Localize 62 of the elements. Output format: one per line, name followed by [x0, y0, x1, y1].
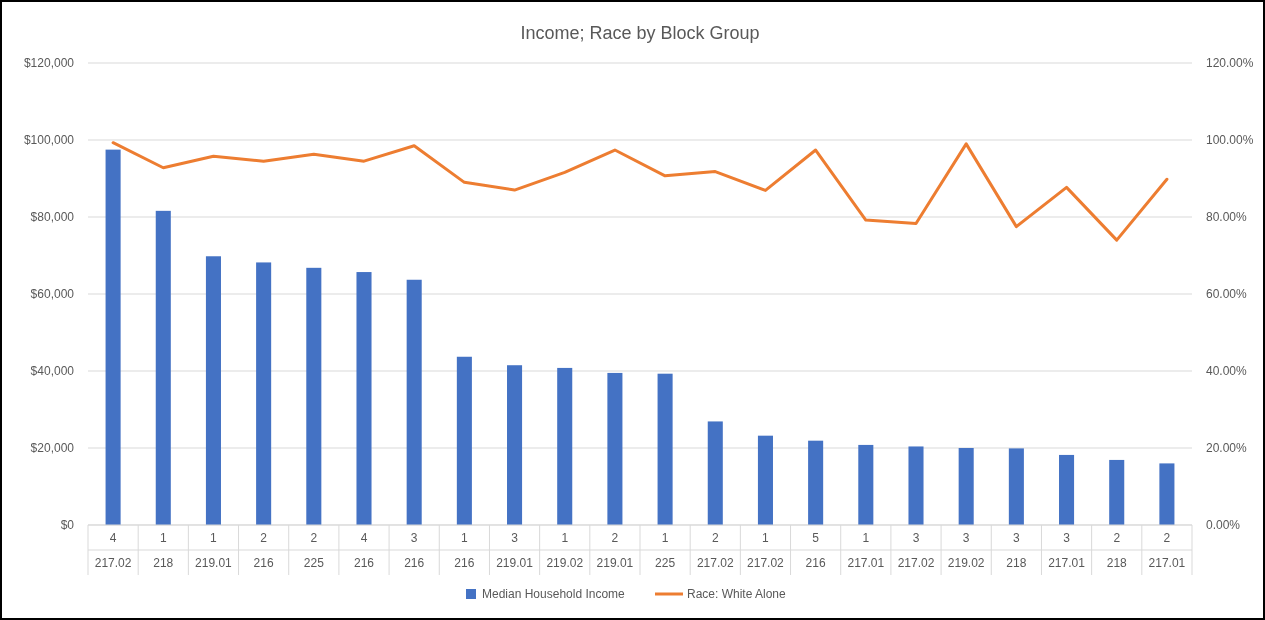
y2-tick-label: 100.00% — [1206, 133, 1254, 147]
bar — [1159, 463, 1175, 525]
x-tick-label: 1 225 — [655, 531, 676, 570]
legend-label: Race: White Alone — [687, 587, 787, 601]
bar — [205, 256, 221, 525]
bar — [958, 448, 974, 525]
x-tick-label: 5 216 — [805, 531, 826, 570]
x-tick-label: 2 216 — [253, 531, 274, 570]
bar — [155, 210, 171, 525]
bar — [607, 372, 623, 525]
x-tick-label: 1 219.02 — [546, 531, 584, 570]
y-tick-label: $80,000 — [30, 210, 75, 224]
x-tick-label: 1 217.02 — [747, 531, 785, 570]
x-tick-label: 3 219.01 — [496, 531, 534, 570]
x-tick-label: 3 219.02 — [947, 531, 985, 570]
x-tick-label: 3 217.02 — [897, 531, 935, 570]
y-tick-label: $120,000 — [23, 56, 75, 70]
y-tick-label: $100,000 — [23, 133, 75, 147]
bar — [306, 267, 322, 525]
x-tick-label: 1 219.01 — [195, 531, 233, 570]
x-tick-label: 2 219.01 — [596, 531, 634, 570]
y2-tick-label: 40.00% — [1206, 364, 1248, 378]
legend-label: Median Household Income — [482, 587, 626, 601]
y-tick-label: $0 — [60, 518, 75, 532]
y-tick-label: $60,000 — [30, 287, 75, 301]
x-tick-label: 2 217.01 — [1148, 531, 1186, 570]
bar — [456, 356, 472, 525]
bar — [406, 279, 422, 525]
bar — [757, 435, 773, 525]
bar — [858, 444, 874, 525]
bar — [1008, 448, 1024, 525]
x-tick-label: 3 218 — [1006, 531, 1027, 570]
y2-tick-label: 60.00% — [1206, 287, 1248, 301]
y2-tick-label: 20.00% — [1206, 441, 1248, 455]
x-tick-label: 2 217.02 — [696, 531, 734, 570]
y2-tick-label: 0.00% — [1206, 518, 1241, 532]
bar — [908, 446, 924, 525]
bar — [105, 149, 121, 525]
bar — [507, 365, 523, 525]
y2-tick-label: 80.00% — [1206, 210, 1248, 224]
bar — [707, 421, 723, 525]
x-tick-label: 1 218 — [153, 531, 174, 570]
y-tick-label: $20,000 — [30, 441, 75, 455]
x-tick-label: 1 217.01 — [847, 531, 885, 570]
bar — [808, 440, 824, 525]
x-tick-label: 4 216 — [353, 531, 375, 570]
x-tick-label: 1 216 — [454, 531, 475, 570]
bar — [557, 367, 573, 525]
y2-tick-label: 120.00% — [1206, 56, 1254, 70]
x-tick-label: 4 217.02 — [94, 531, 132, 570]
line-series — [111, 141, 1169, 242]
x-tick-label: 2 218 — [1106, 531, 1128, 570]
y-tick-label: $40,000 — [30, 364, 75, 378]
bar — [1109, 459, 1125, 525]
x-tick-label: 3 216 — [404, 531, 425, 570]
bar — [1059, 454, 1075, 525]
bar — [657, 373, 673, 525]
chart-title: Income; Race by Block Group — [520, 23, 760, 43]
bar — [356, 272, 372, 525]
x-tick-label: 3 217.01 — [1048, 531, 1086, 570]
x-tick-label: 2 225 — [303, 531, 325, 570]
bar — [256, 262, 272, 525]
